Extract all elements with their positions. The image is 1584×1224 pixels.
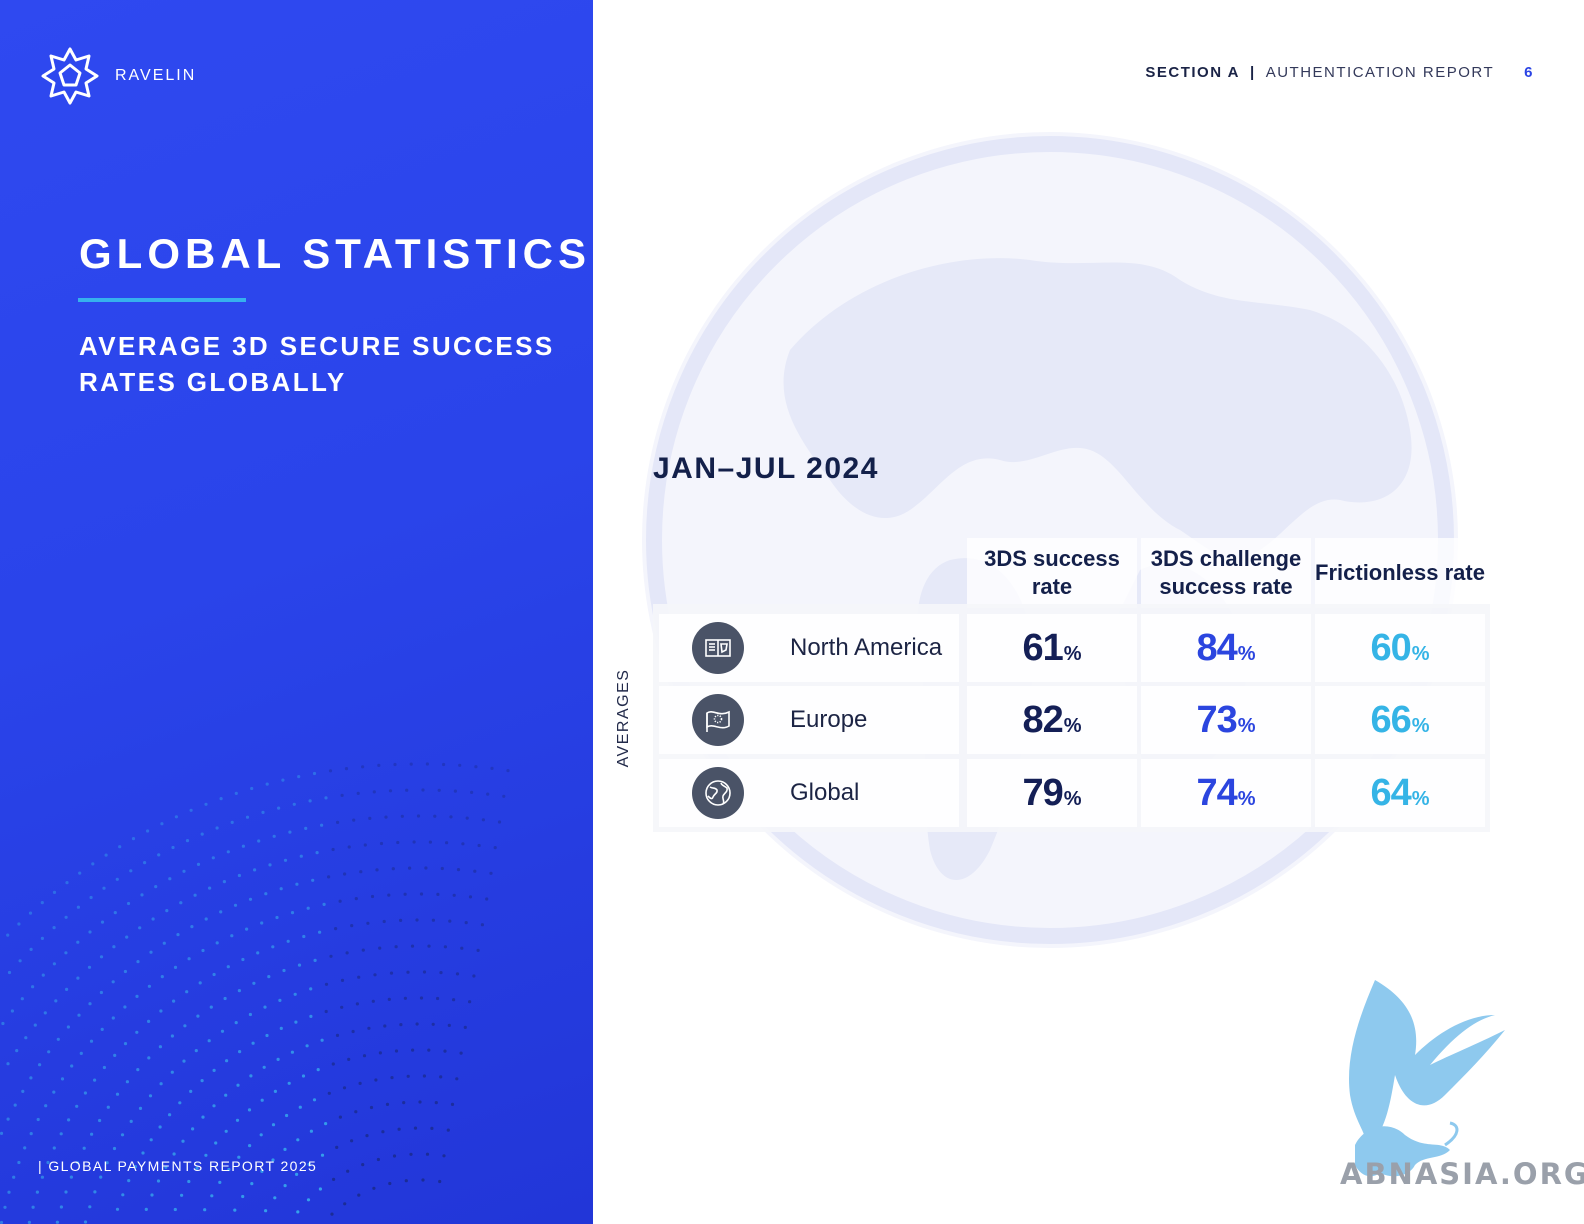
eu-flag-icon: [692, 694, 744, 746]
value-unit: %: [1063, 642, 1082, 665]
averages-label: AVERAGES: [615, 668, 632, 768]
north-america-map-icon: [692, 622, 744, 674]
value-number: 61: [1022, 626, 1063, 669]
value-unit: %: [1411, 714, 1430, 737]
brand: RAVELIN: [40, 46, 196, 106]
value-unit: %: [1411, 642, 1430, 665]
period-heading: JAN–JUL 2024: [653, 452, 879, 485]
region-label: Europe: [790, 706, 868, 733]
column-header-frictionless: Frictionless rate: [1315, 538, 1485, 608]
region-label: North America: [790, 634, 943, 661]
value-number: 84: [1196, 626, 1237, 669]
value-number: 60: [1370, 626, 1411, 669]
value-unit: %: [1237, 642, 1256, 665]
value-cell: 79%: [967, 759, 1137, 827]
value-unit: %: [1063, 787, 1082, 810]
value-cell: 60%: [1315, 614, 1485, 682]
report-footer: | GLOBAL PAYMENTS REPORT 2025: [38, 1158, 318, 1174]
page-header: SECTION A | AUTHENTICATION REPORT 6: [1145, 64, 1534, 81]
value-number: 74: [1196, 771, 1237, 814]
table-row-north-america: North America: [659, 614, 959, 682]
watermark-text: ABNASIA.ORG: [1340, 1157, 1584, 1191]
value-cell: 61%: [967, 614, 1137, 682]
left-panel: RAVELIN GLOBAL STATISTICS AVERAGE 3D SEC…: [0, 0, 593, 1224]
table-row-global: Global: [659, 759, 959, 827]
report-name: AUTHENTICATION REPORT: [1265, 64, 1495, 81]
value-unit: %: [1237, 787, 1256, 810]
page-number: 6: [1524, 64, 1534, 81]
value-number: 82: [1022, 698, 1063, 741]
value-cell: 74%: [1141, 759, 1311, 827]
header-separator: |: [1249, 64, 1256, 81]
table-row-europe: Europe: [659, 686, 959, 754]
value-number: 64: [1370, 771, 1411, 814]
value-cell: 82%: [967, 686, 1137, 754]
column-header-3ds-success: 3DS success rate: [967, 538, 1137, 608]
value-cell: 84%: [1141, 614, 1311, 682]
value-number: 79: [1022, 771, 1063, 814]
value-number: 73: [1196, 698, 1237, 741]
value-cell: 73%: [1141, 686, 1311, 754]
dot-pattern-decoration: [0, 762, 510, 1224]
value-unit: %: [1411, 787, 1430, 810]
ravelin-logo-icon: [41, 47, 99, 105]
section-label: SECTION A: [1145, 64, 1240, 81]
value-cell: 64%: [1315, 759, 1485, 827]
griffin-watermark-logo: [1349, 980, 1505, 1177]
region-label: Global: [790, 779, 860, 806]
title-underline: [78, 298, 246, 302]
page-title: GLOBAL STATISTICS: [79, 230, 591, 277]
value-unit: %: [1237, 714, 1256, 737]
brand-name: RAVELIN: [115, 67, 197, 84]
value-unit: %: [1063, 714, 1082, 737]
column-header-3ds-challenge: 3DS challenge success rate: [1141, 538, 1311, 608]
globe-icon: [692, 767, 744, 819]
value-cell: 66%: [1315, 686, 1485, 754]
value-number: 66: [1370, 698, 1411, 741]
page-subtitle: AVERAGE 3D SECURE SUCCESS RATES GLOBALLY: [79, 331, 555, 397]
